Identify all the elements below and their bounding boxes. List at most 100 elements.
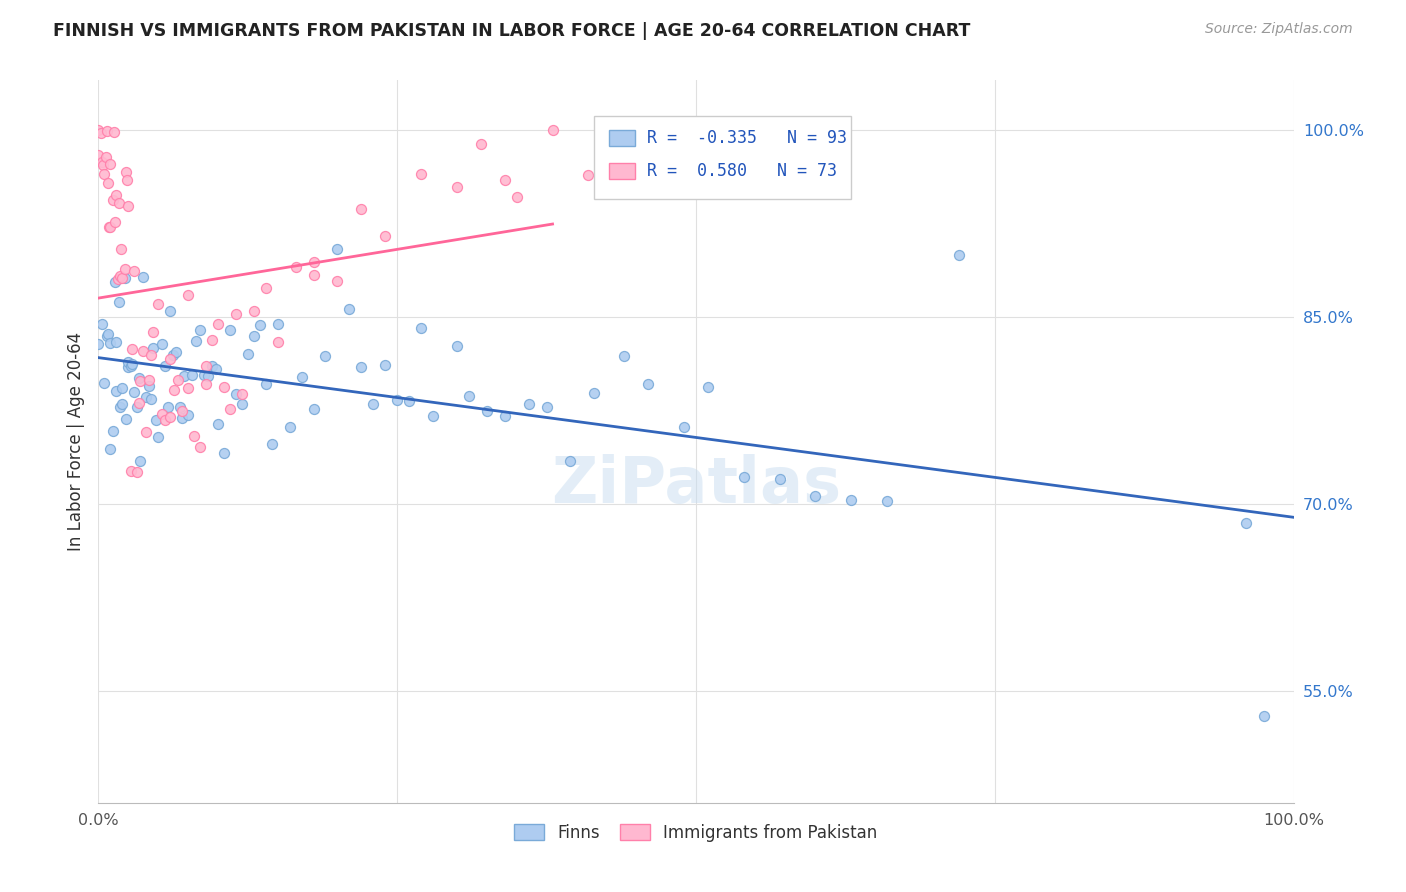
Point (142, 341, 165, 355)
Point (96, 124, 118, 138)
Point (138, 379, 160, 393)
Point (110, 242, 132, 256)
Point (115, 412, 138, 426)
Point (104, 276, 127, 290)
Point (422, 409, 444, 424)
Point (105, 335, 128, 350)
Point (125, 400, 148, 414)
Point (302, 255, 325, 269)
Point (148, 430, 170, 444)
Point (197, 369, 219, 384)
FancyBboxPatch shape (609, 162, 636, 178)
Point (260, 437, 283, 451)
Point (267, 334, 290, 349)
Point (98, 219, 122, 234)
Point (87, 123, 110, 137)
Point (231, 387, 253, 401)
Point (120, 464, 142, 478)
Point (475, 404, 498, 418)
Point (98, 442, 122, 457)
Text: R =  0.580   N = 73: R = 0.580 N = 73 (647, 161, 837, 179)
Point (446, 339, 468, 353)
Point (101, 193, 124, 207)
Point (115, 165, 138, 179)
Point (93, 167, 115, 181)
Point (97, 176, 120, 190)
Point (128, 371, 150, 385)
Point (162, 348, 184, 362)
Point (470, 136, 492, 151)
Point (1234, 516, 1257, 530)
Point (204, 362, 226, 376)
Text: FINNISH VS IMMIGRANTS FROM PAKISTAN IN LABOR FORCE | AGE 20-64 CORRELATION CHART: FINNISH VS IMMIGRANTS FROM PAKISTAN IN L… (53, 22, 970, 40)
Point (124, 385, 146, 400)
Point (350, 359, 373, 374)
Point (243, 304, 266, 318)
Point (385, 392, 409, 407)
Point (1253, 708, 1275, 723)
Point (225, 307, 247, 321)
Point (302, 402, 325, 417)
Point (169, 400, 191, 414)
Point (446, 180, 468, 194)
Point (291, 369, 314, 384)
Point (155, 359, 177, 373)
Point (97, 326, 120, 341)
Point (284, 260, 307, 275)
Point (948, 248, 970, 262)
Point (697, 379, 720, 393)
Point (541, 123, 564, 137)
Point (243, 329, 266, 343)
Point (249, 318, 271, 332)
Point (104, 215, 127, 229)
Point (105, 188, 128, 202)
Point (177, 288, 200, 302)
Point (107, 295, 129, 310)
Point (613, 136, 636, 150)
Point (193, 368, 215, 382)
FancyBboxPatch shape (609, 130, 636, 146)
Point (398, 394, 420, 409)
Point (135, 425, 157, 440)
Point (91, 158, 114, 172)
Point (94, 150, 117, 164)
Point (411, 320, 433, 334)
Point (131, 270, 153, 285)
Point (117, 355, 139, 369)
Point (98, 335, 122, 350)
Point (188, 323, 211, 337)
Point (108, 400, 131, 414)
Point (302, 268, 325, 282)
Point (131, 344, 153, 359)
Point (201, 334, 224, 348)
Point (326, 242, 349, 256)
Point (139, 348, 162, 362)
Point (107, 272, 129, 286)
Point (267, 317, 290, 331)
Point (114, 262, 136, 277)
Point (195, 376, 218, 391)
Point (142, 325, 165, 339)
Point (101, 424, 124, 438)
Point (207, 317, 229, 331)
Point (172, 404, 194, 418)
Point (159, 304, 181, 318)
Point (155, 412, 177, 426)
Point (212, 380, 235, 394)
Point (180, 368, 202, 382)
Point (93, 376, 115, 390)
Point (111, 397, 134, 411)
Point (121, 357, 143, 371)
Point (350, 202, 373, 217)
Point (90, 126, 112, 140)
Point (121, 343, 143, 357)
Point (876, 493, 898, 508)
Point (201, 359, 224, 374)
Point (494, 409, 516, 423)
Point (103, 125, 125, 139)
Point (733, 469, 755, 483)
Point (128, 395, 150, 409)
Point (159, 409, 181, 424)
Point (188, 440, 211, 454)
Point (117, 199, 139, 213)
